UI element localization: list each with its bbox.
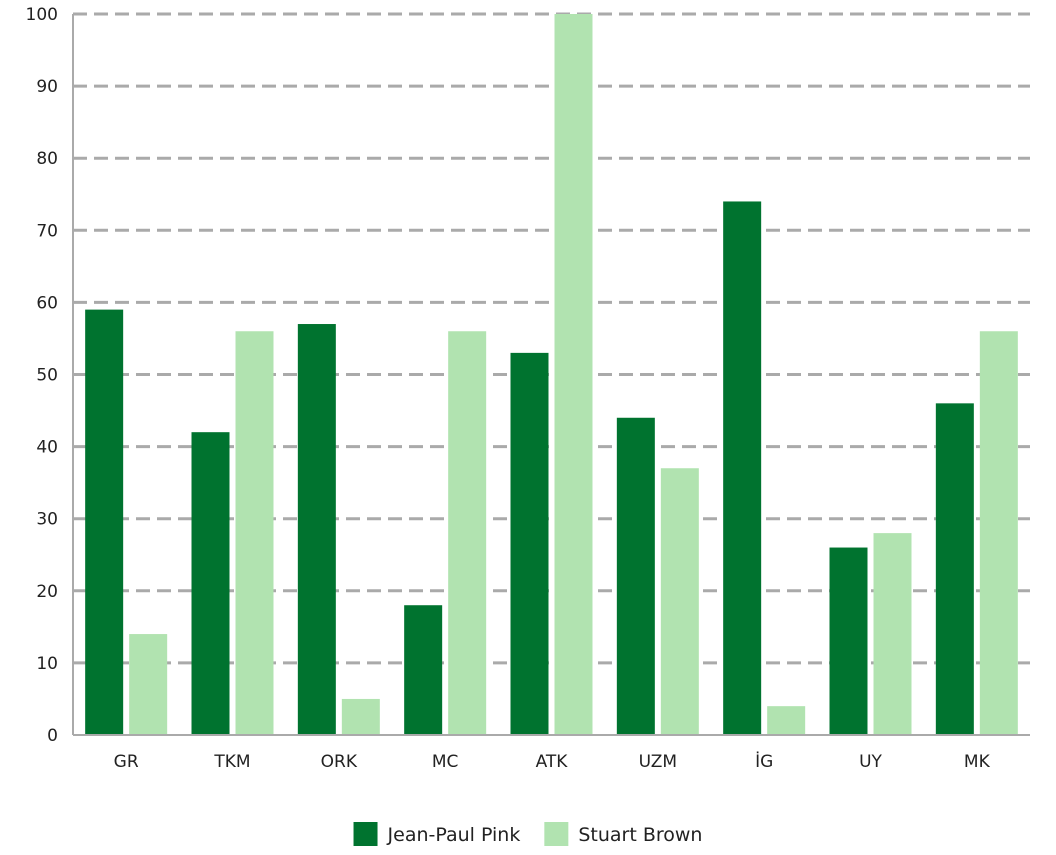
y-tick-label: 70: [36, 221, 58, 241]
bar-uy-series-2: [873, 533, 912, 735]
y-tick-label: 20: [36, 582, 58, 602]
legend-swatch: [544, 822, 569, 846]
gridlines: [73, 12, 1030, 665]
bar-tkm-series-2: [235, 331, 274, 735]
y-tick-label: 80: [36, 149, 58, 169]
x-tick-label: UY: [859, 752, 882, 772]
y-tick-label: 60: [36, 293, 58, 313]
bar-uzm-series-2: [660, 468, 699, 735]
y-tick-label: 90: [36, 77, 58, 97]
bar-tkm-series-1: [191, 432, 230, 735]
y-axis-tick-labels: 0 10 20 30 40 50 60 70 80 90 100: [26, 5, 58, 746]
bar-uy-series-1: [829, 547, 868, 735]
bar-mc-series-2: [448, 331, 487, 735]
bar-mc-series-1: [404, 605, 443, 735]
bar-gr-series-2: [129, 634, 168, 735]
bar-ork-series-1: [297, 324, 336, 735]
legend-item: Jean-Paul Pink: [353, 822, 521, 846]
x-tick-label: UZM: [639, 752, 677, 772]
legend-item: Stuart Brown: [544, 822, 702, 846]
x-tick-label: MK: [964, 752, 991, 772]
x-tick-label: MC: [432, 752, 459, 772]
bar-uzm-series-1: [616, 417, 655, 735]
legend-label: Stuart Brown: [578, 824, 702, 846]
x-tick-label: TKM: [213, 752, 250, 772]
y-tick-label: 10: [36, 654, 58, 674]
x-axis-tick-labels: GR TKM ORK MC ATK UZM İG UY MK: [114, 751, 991, 772]
legend: Jean-Paul Pink Stuart Brown: [353, 822, 702, 846]
bar-atk-series-2: [554, 14, 593, 735]
bar-gr-series-1: [85, 309, 124, 735]
y-tick-label: 100: [26, 5, 58, 25]
bar-atk-series-1: [510, 352, 549, 735]
x-tick-label: ATK: [536, 752, 569, 772]
x-tick-label: GR: [114, 752, 139, 772]
bar-i̇g-series-2: [767, 706, 806, 735]
y-tick-label: 50: [36, 366, 58, 386]
bar-mk-series-2: [979, 331, 1018, 735]
y-tick-label: 30: [36, 510, 58, 530]
bar-i̇g-series-1: [723, 201, 762, 735]
y-tick-label: 0: [47, 726, 58, 746]
bar-mk-series-1: [935, 403, 974, 735]
y-tick-label: 40: [36, 438, 58, 458]
legend-label: Jean-Paul Pink: [387, 824, 521, 846]
x-tick-label: ORK: [321, 752, 358, 772]
x-tick-label: İG: [755, 751, 773, 772]
bars: [85, 14, 1018, 735]
legend-swatch: [353, 822, 378, 846]
bar-ork-series-2: [341, 698, 380, 735]
